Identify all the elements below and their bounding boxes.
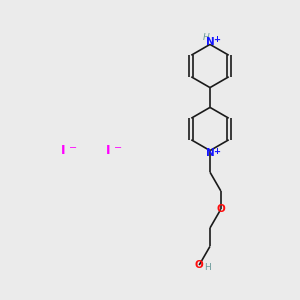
Text: N: N: [206, 148, 214, 158]
Text: O: O: [216, 204, 225, 214]
Text: −: −: [69, 143, 78, 154]
Text: I: I: [106, 143, 110, 157]
Text: H: H: [204, 263, 211, 272]
Text: −: −: [114, 143, 123, 154]
Text: O: O: [195, 260, 204, 270]
Text: +: +: [213, 147, 220, 156]
Text: N: N: [206, 37, 214, 47]
Text: I: I: [61, 143, 65, 157]
Text: +: +: [213, 35, 220, 44]
Text: H: H: [203, 33, 210, 42]
